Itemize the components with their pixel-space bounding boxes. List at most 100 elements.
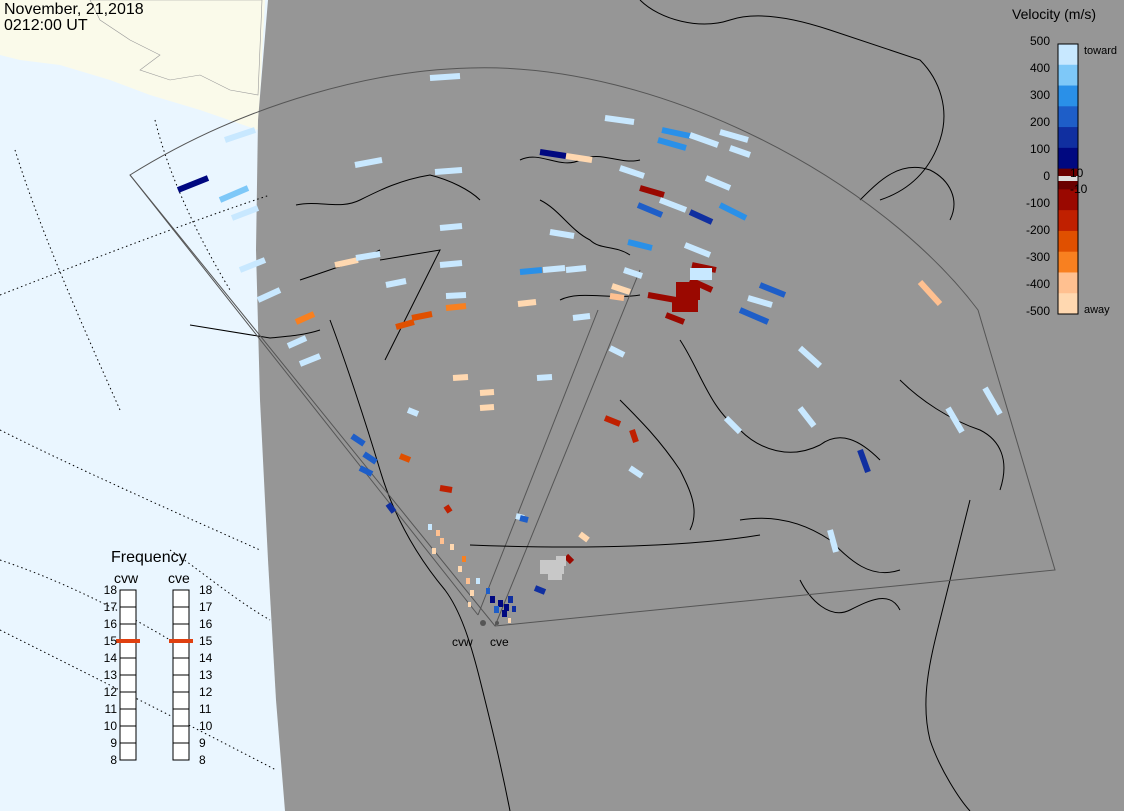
velocity-cell <box>627 239 653 251</box>
velocity-cell-near <box>450 544 454 550</box>
velocity-cell <box>398 453 412 463</box>
colorbar-tick-label: -500 <box>1025 304 1050 318</box>
velocity-cell-near <box>440 538 444 544</box>
frequency-scale-label: 16 <box>199 617 213 631</box>
frequency-cell <box>172 708 190 727</box>
velocity-cell-near <box>498 600 503 607</box>
velocity-cell <box>434 167 463 175</box>
frequency-scale-label: 17 <box>199 600 213 614</box>
velocity-cell <box>857 448 871 474</box>
velocity-cell <box>536 374 553 381</box>
velocity-cell <box>517 299 537 307</box>
frequency-scale-label: 14 <box>103 651 117 665</box>
velocity-cell <box>661 127 691 139</box>
frequency-cell <box>172 725 190 744</box>
velocity-cell <box>608 345 626 358</box>
velocity-cell <box>639 185 665 198</box>
velocity-cell <box>176 175 210 193</box>
frequency-scale-label: 11 <box>104 702 117 716</box>
colorbar-toward-label: toward <box>1084 45 1118 57</box>
velocity-cell <box>609 293 625 301</box>
frequency-cell <box>172 691 190 710</box>
velocity-cell-near <box>462 556 466 562</box>
velocity-cell-near <box>512 606 516 612</box>
velocity-cell <box>439 223 463 231</box>
velocity-cell <box>688 209 714 225</box>
velocity-cell <box>256 287 282 303</box>
velocity-cell-near <box>466 578 470 584</box>
colorbar-segment <box>1058 44 1078 66</box>
frequency-scale-label: 17 <box>103 600 117 614</box>
frequency-cell <box>172 589 190 608</box>
velocity-cell <box>334 257 359 268</box>
velocity-cell <box>218 185 250 203</box>
velocity-cell <box>683 242 712 258</box>
velocity-cell <box>385 502 397 514</box>
velocity-cell <box>628 465 644 479</box>
velocity-cell <box>355 251 381 261</box>
frequency-cell <box>119 691 137 710</box>
frequency-scale-label: 13 <box>199 668 213 682</box>
frequency-scale-label: 13 <box>103 668 117 682</box>
velocity-cell <box>664 312 686 325</box>
colorbar-title: Velocity (m/s) <box>1012 6 1097 22</box>
velocity-cell-near <box>470 590 474 596</box>
colorbar-tick-label: 500 <box>1029 34 1050 48</box>
velocity-cell-near <box>502 610 507 617</box>
colorbar-tick-label: 200 <box>1029 115 1050 129</box>
frequency-cell <box>119 742 137 761</box>
frequency-cell <box>172 640 190 659</box>
colorbar-tick-label: 10 <box>1070 166 1084 180</box>
velocity-cell <box>657 137 687 151</box>
frequency-scale-label: 15 <box>103 634 117 648</box>
colorbar-tick-label: 400 <box>1029 61 1050 75</box>
velocity-cell <box>519 515 529 523</box>
site-marker-cve <box>495 621 499 625</box>
velocity-cell-near <box>490 596 495 603</box>
velocity-cell <box>519 267 543 275</box>
frequency-cell <box>119 589 137 608</box>
frequency-scale-label: 9 <box>110 736 117 750</box>
site-marker-cvw <box>480 620 486 626</box>
velocity-cell <box>629 429 639 443</box>
frequency-scale-label: 18 <box>199 583 213 597</box>
colorbar-tick-label: -10 <box>1070 182 1088 196</box>
velocity-cell <box>429 73 461 81</box>
colorbar-segment <box>1058 106 1078 128</box>
frequency-title: Frequency <box>111 549 187 566</box>
velocity-cell <box>572 313 591 321</box>
velocity-cell <box>723 415 743 435</box>
site-label-cve: cve <box>490 635 509 649</box>
grid-lines <box>0 119 277 771</box>
colorbar-tick-label: -300 <box>1025 250 1050 264</box>
frequency-cell <box>119 674 137 693</box>
frequency-scale-label: 11 <box>199 702 212 716</box>
frequency-cell <box>119 657 137 676</box>
velocity-cell <box>945 406 965 434</box>
frequency-cell <box>119 606 137 625</box>
velocity-cell <box>224 127 256 143</box>
velocity-cell <box>636 202 664 218</box>
velocity-cell <box>565 153 593 163</box>
frequency-cell <box>119 623 137 642</box>
velocity-cell <box>704 175 732 191</box>
velocity-cell <box>479 389 495 396</box>
velocity-cell <box>238 257 267 273</box>
velocity-cell <box>758 282 787 298</box>
velocity-cell <box>738 307 770 325</box>
velocity-cell <box>718 202 748 221</box>
velocity-cell <box>411 311 433 321</box>
velocity-cell <box>619 165 645 179</box>
velocity-cell <box>604 115 635 125</box>
velocity-cell <box>563 553 575 565</box>
velocity-cell <box>358 465 374 477</box>
colorbar-segment <box>1058 189 1078 211</box>
velocity-cell <box>611 283 631 295</box>
velocity-cell <box>533 585 547 595</box>
date-label: November, 21,2018 <box>4 1 144 18</box>
velocity-cell-near <box>504 604 509 611</box>
velocity-cell <box>797 345 823 369</box>
colorbar-segment <box>1058 293 1078 315</box>
colorbar-segment <box>1058 251 1078 273</box>
colorbar-tick-label: 300 <box>1029 88 1050 102</box>
